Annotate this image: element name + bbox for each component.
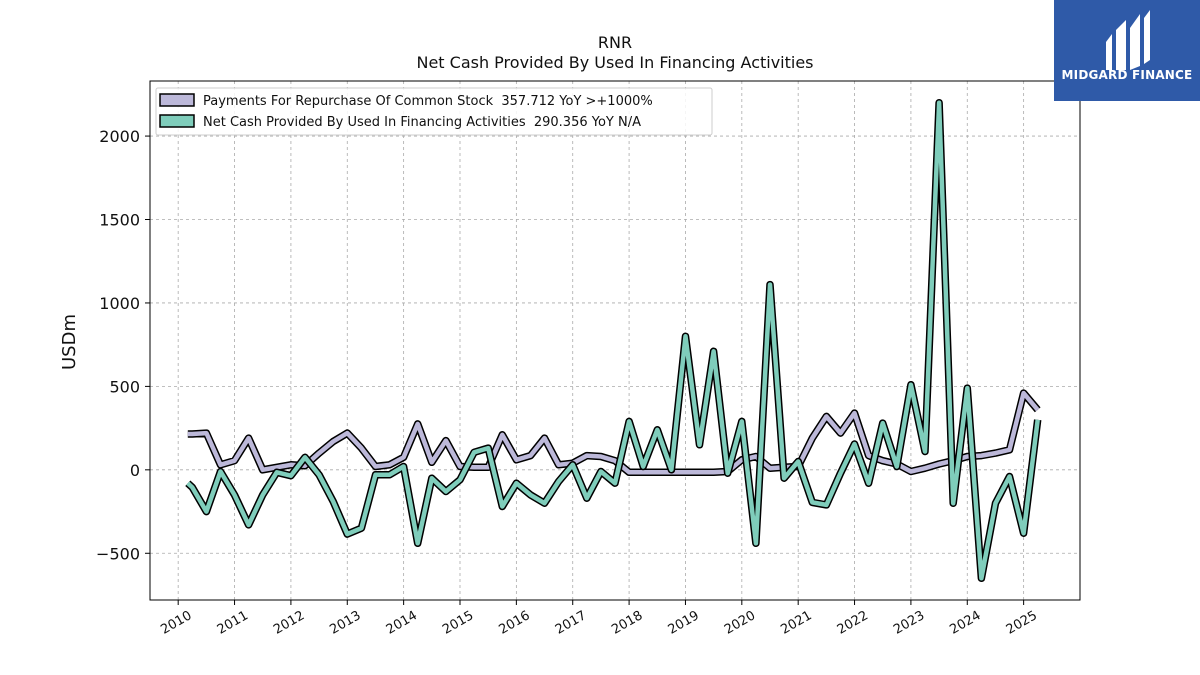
x-tick-label: 2021 (778, 608, 814, 638)
x-axis: 2010 2011 2012 2013 2014 2015 2016 2017 2018 2019… (158, 600, 1040, 638)
x-tick-label: 2019 (666, 608, 702, 638)
y-axis: −500 0 500 1000 1500 2000 (96, 127, 150, 563)
y-tick-label: −500 (96, 544, 140, 563)
x-tick-label: 2015 (440, 608, 476, 638)
legend-box (155, 87, 713, 136)
series-line-1 (186, 100, 1040, 581)
x-tick-label: 2017 (553, 608, 589, 638)
x-tick-label: 2016 (497, 608, 533, 638)
x-tick-label: 2022 (835, 608, 871, 638)
x-tick-label: 2025 (1004, 608, 1040, 638)
legend-label-repurchase: Payments For Repurchase Of Common Stock … (203, 94, 653, 109)
logo-wordmark: MIDGARD FINANCE (1061, 68, 1193, 82)
legend-swatch-repurchase (159, 93, 195, 107)
series-outline-1 (185, 98, 1042, 583)
x-tick-label: 2013 (327, 608, 363, 638)
y-tick-label: 500 (109, 377, 140, 396)
logo-mark-icon (1106, 10, 1150, 70)
legend-swatch-financing (159, 114, 195, 128)
chart-subtitle: Net Cash Provided By Used In Financing A… (416, 53, 813, 72)
series-layer (185, 98, 1042, 583)
legend-label-financing: Net Cash Provided By Used In Financing A… (203, 115, 641, 130)
plot-frame (149, 80, 1081, 601)
y-tick-label: 1000 (99, 294, 140, 313)
x-tick-label: 2020 (722, 608, 758, 638)
x-tick-label: 2012 (271, 608, 307, 638)
y-axis-label: USDm (59, 314, 80, 370)
chart-title: RNR (598, 33, 632, 52)
company-logo: MIDGARD FINANCE (1054, 0, 1200, 101)
legend: Payments For Repurchase Of Common Stock … (155, 87, 713, 136)
y-tick-label: 2000 (99, 127, 140, 146)
y-tick-label: 1500 (99, 211, 140, 230)
y-tick-label: 0 (130, 461, 140, 480)
x-tick-label: 2011 (215, 608, 251, 638)
x-tick-label: 2018 (609, 608, 645, 638)
x-tick-label: 2010 (158, 608, 194, 638)
x-tick-label: 2023 (891, 608, 927, 638)
x-tick-label: 2024 (947, 608, 983, 638)
x-tick-label: 2014 (384, 608, 420, 638)
